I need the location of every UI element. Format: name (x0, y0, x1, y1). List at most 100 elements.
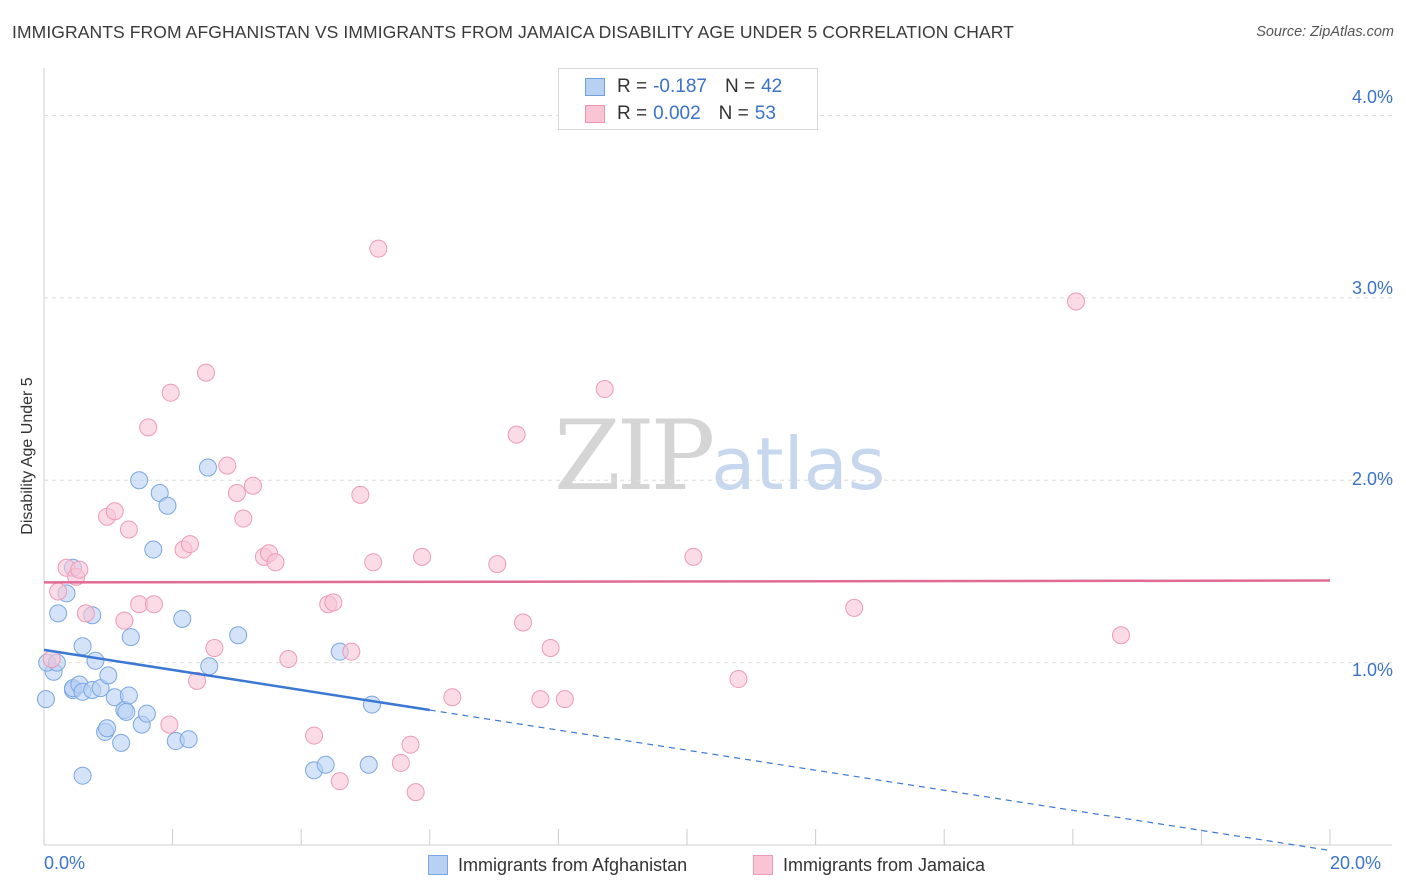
point-afghanistan (362, 695, 381, 714)
y-tick-label-4: 4.0% (1352, 87, 1394, 107)
point-afghanistan (99, 666, 118, 685)
legend-n-value: 53 (754, 103, 776, 124)
series-legend-afghanistan: Immigrants from Afghanistan (428, 852, 687, 878)
x-tick-label-max: 20.0% (1330, 853, 1382, 873)
point-jamaica (324, 593, 343, 612)
point-afghanistan (158, 496, 177, 515)
point-jamaica (391, 753, 410, 772)
point-jamaica (49, 582, 68, 601)
point-jamaica (161, 383, 180, 402)
point-afghanistan (359, 755, 378, 774)
watermark-atlas: atlas (711, 422, 886, 506)
correlation-legend: R = -0.187 N = 42 R = 0.002 N = 53 (558, 68, 818, 130)
point-jamaica (266, 553, 285, 572)
series-swatch-afghanistan (428, 855, 448, 875)
point-afghanistan (198, 458, 217, 477)
point-afghanistan (130, 471, 149, 490)
point-afghanistan (119, 686, 138, 705)
source-credit: Source: ZipAtlas.com (1256, 24, 1394, 40)
point-afghanistan (173, 609, 192, 628)
point-afghanistan (117, 702, 136, 721)
series-name-afghanistan: Immigrants from Afghanistan (458, 854, 688, 875)
point-jamaica (351, 485, 370, 504)
point-afghanistan (73, 637, 92, 656)
point-jamaica (729, 670, 748, 689)
point-afghanistan (98, 719, 117, 738)
point-jamaica (119, 520, 138, 539)
point-jamaica (555, 690, 574, 709)
point-afghanistan (179, 730, 198, 749)
point-jamaica (531, 690, 550, 709)
x-tick-label-min: 0.0% (44, 853, 86, 873)
point-jamaica (144, 595, 163, 614)
series-legend-jamaica: Immigrants from Jamaica (753, 852, 985, 878)
legend-swatch-afghanistan (585, 78, 605, 96)
watermark-zip: ZIP (554, 400, 715, 512)
point-jamaica (369, 239, 388, 258)
trend-line-solid (43, 579, 1331, 584)
point-jamaica (406, 783, 425, 802)
point-jamaica (401, 735, 420, 754)
point-jamaica (507, 425, 526, 444)
point-jamaica (413, 547, 432, 566)
point-afghanistan (200, 657, 219, 676)
point-jamaica (1112, 626, 1131, 645)
point-jamaica (160, 715, 179, 734)
point-jamaica (70, 560, 89, 579)
y-tick-label-2: 2.0% (1352, 469, 1394, 489)
point-jamaica (115, 611, 134, 630)
legend-r-value: 0.002 (653, 103, 701, 124)
series-swatch-jamaica (753, 855, 773, 875)
point-jamaica (234, 509, 253, 528)
series-legend: Immigrants from Afghanistan Immigrants f… (0, 852, 1406, 878)
y-tick-label-3: 3.0% (1352, 278, 1394, 298)
point-afghanistan (137, 704, 156, 723)
point-jamaica (305, 726, 324, 745)
point-afghanistan (121, 628, 140, 647)
legend-row-afghanistan: R = -0.187 N = 42 (585, 74, 782, 100)
point-jamaica (197, 363, 216, 382)
chart-title: IMMIGRANTS FROM AFGHANISTAN VS IMMIGRANT… (12, 22, 1014, 42)
legend-r-label: R = (617, 76, 648, 97)
legend-n-label: N = (718, 103, 749, 124)
point-afghanistan (36, 690, 55, 709)
point-jamaica (180, 535, 199, 554)
legend-r-label: R = (617, 103, 648, 124)
legend-n-label: N = (724, 76, 756, 97)
point-jamaica (279, 649, 298, 668)
point-afghanistan (73, 766, 92, 785)
point-afghanistan (316, 755, 335, 774)
y-tick-label-1: 1.0% (1352, 660, 1394, 680)
point-jamaica (1067, 292, 1086, 311)
point-jamaica (105, 502, 124, 521)
y-axis-label: Disability Age Under 5 (19, 377, 36, 535)
point-afghanistan (112, 733, 131, 752)
point-jamaica (205, 639, 224, 658)
legend-n-value: 42 (761, 76, 783, 97)
point-jamaica (227, 484, 246, 503)
point-afghanistan (229, 626, 248, 645)
point-jamaica (330, 772, 349, 791)
point-jamaica (76, 604, 95, 623)
point-afghanistan (86, 651, 105, 670)
legend-row-jamaica: R = 0.002 N = 53 (585, 101, 776, 127)
point-jamaica (188, 671, 207, 690)
point-jamaica (443, 688, 462, 707)
point-jamaica (684, 547, 703, 566)
point-jamaica (243, 476, 262, 495)
legend-swatch-jamaica (585, 105, 605, 123)
point-jamaica (514, 613, 533, 632)
point-jamaica (595, 380, 614, 399)
series-name-jamaica: Immigrants from Jamaica (783, 854, 986, 875)
point-jamaica (488, 555, 507, 574)
point-afghanistan (49, 604, 68, 623)
point-jamaica (845, 598, 864, 617)
point-jamaica (342, 642, 361, 661)
point-jamaica (218, 456, 237, 475)
legend-r-value: -0.187 (653, 76, 707, 97)
point-afghanistan (144, 540, 163, 559)
trend-line-dashed (429, 709, 1331, 852)
trend-line-solid (43, 648, 430, 712)
point-jamaica (139, 418, 158, 437)
